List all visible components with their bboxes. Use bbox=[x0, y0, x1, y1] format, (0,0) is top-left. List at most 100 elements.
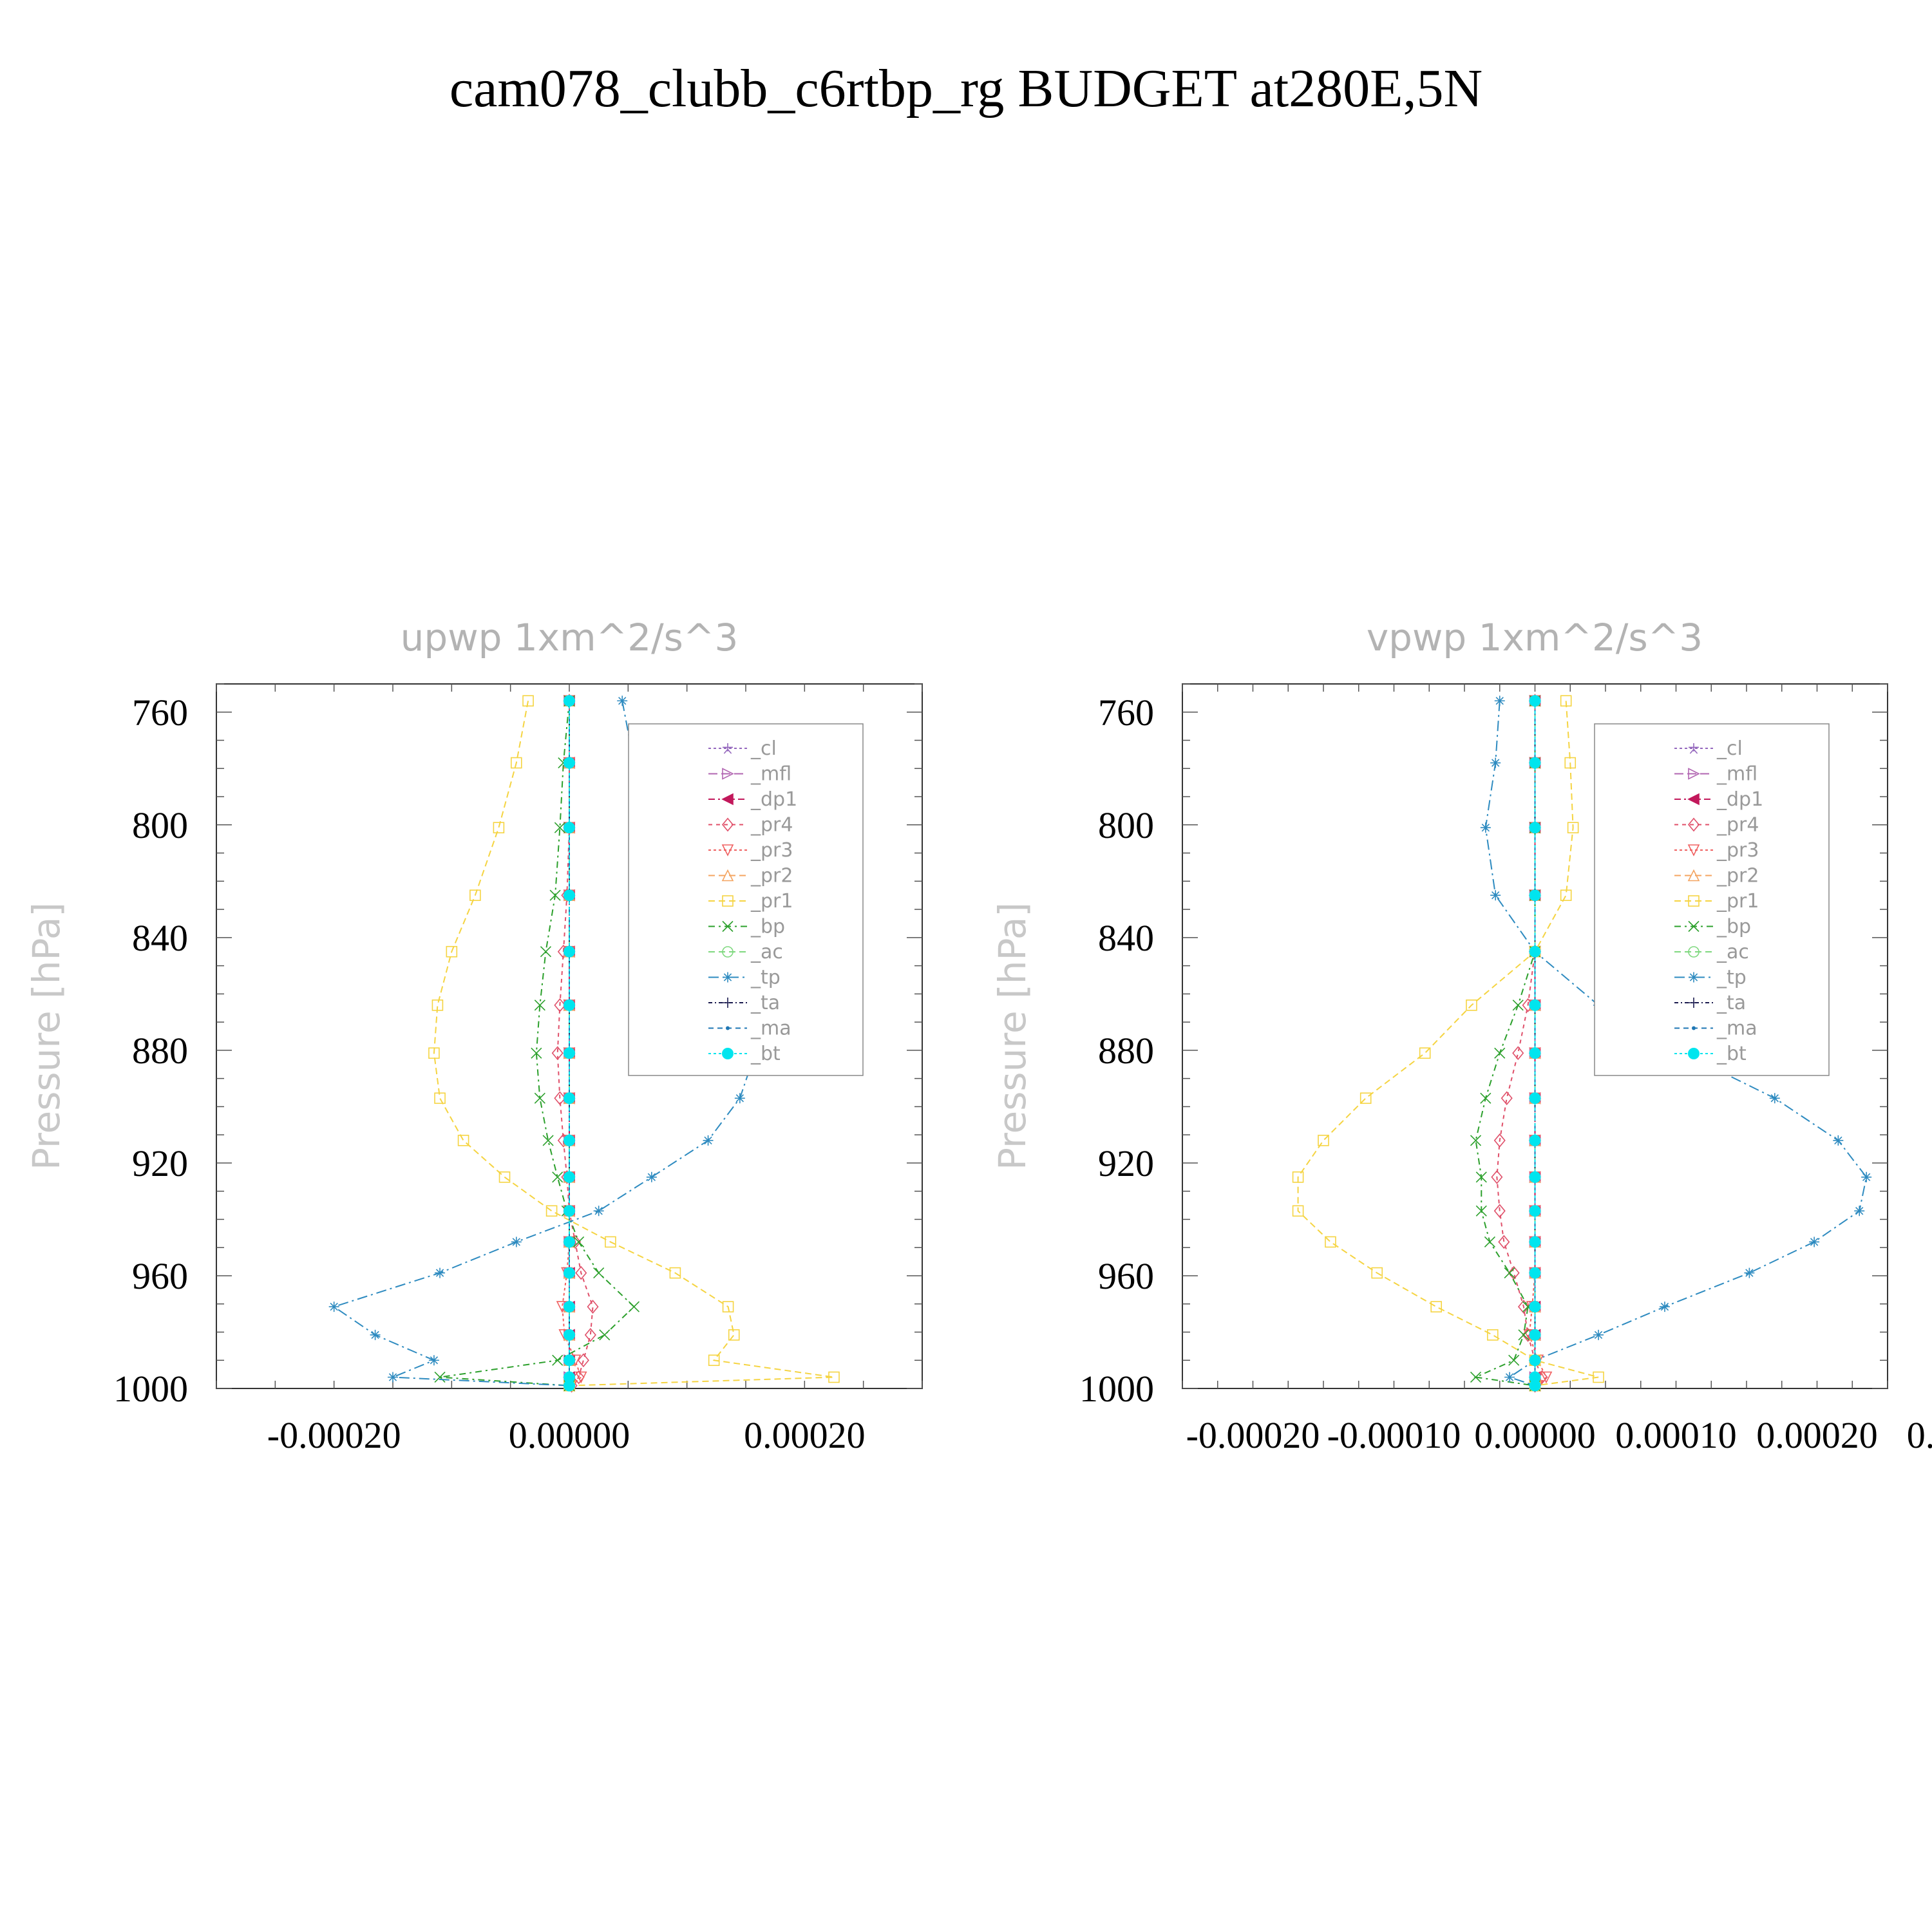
legend-marker bbox=[723, 743, 733, 754]
x-tick-label: 0.00020 bbox=[744, 1414, 866, 1456]
legend-marker bbox=[721, 817, 734, 832]
legend-marker bbox=[722, 1048, 734, 1059]
legend-marker bbox=[722, 946, 734, 958]
y-tick-label: 960 bbox=[1098, 1255, 1154, 1297]
data-point bbox=[1318, 1135, 1329, 1146]
data-point bbox=[1529, 1134, 1541, 1146]
legend-marker bbox=[723, 972, 733, 983]
data-point bbox=[1487, 1329, 1499, 1341]
x-tick-label: 0.00010 bbox=[1615, 1414, 1737, 1456]
data-point bbox=[587, 1300, 599, 1314]
data-point bbox=[593, 1206, 604, 1217]
y-tick-label: 800 bbox=[1098, 804, 1154, 846]
data-point bbox=[1529, 822, 1541, 834]
y-tick-label: 760 bbox=[1098, 692, 1154, 734]
data-point bbox=[1470, 1135, 1482, 1146]
legend-label: _ma bbox=[1716, 1018, 1757, 1040]
data-point bbox=[431, 999, 444, 1011]
data-point bbox=[554, 822, 565, 833]
data-point bbox=[531, 1047, 542, 1059]
series-pr1 bbox=[1292, 695, 1604, 1392]
data-point bbox=[605, 1236, 616, 1248]
legend-label: _dp1 bbox=[750, 788, 797, 811]
data-point bbox=[564, 1205, 575, 1217]
data-point bbox=[1529, 999, 1541, 1011]
legend-box bbox=[628, 723, 864, 1076]
data-point bbox=[1564, 757, 1577, 769]
data-point bbox=[1490, 757, 1501, 768]
data-point bbox=[584, 1328, 596, 1342]
data-point bbox=[1475, 1205, 1487, 1217]
data-point bbox=[469, 889, 481, 901]
panel-vpwp: vpwp 1xm^2/s^3 Pressure [hPa] 760 800 840 880… bbox=[990, 616, 1932, 1456]
data-point bbox=[1493, 1133, 1506, 1148]
data-point bbox=[564, 1171, 575, 1183]
data-point bbox=[722, 1301, 734, 1312]
data-point bbox=[446, 945, 458, 958]
legend-label: _ac bbox=[750, 941, 783, 963]
data-point bbox=[564, 1329, 575, 1341]
legend-label: _bt bbox=[750, 1043, 781, 1065]
data-point bbox=[646, 1171, 657, 1182]
data-point bbox=[540, 946, 552, 958]
legend-label: _bt bbox=[1716, 1043, 1747, 1065]
y-tick-label: 880 bbox=[1098, 1030, 1154, 1072]
data-point bbox=[552, 1354, 564, 1366]
legend-label: _ac bbox=[1716, 941, 1749, 963]
data-point bbox=[551, 1046, 564, 1061]
data-point bbox=[628, 1301, 640, 1312]
legend-marker bbox=[723, 998, 733, 1008]
legend-label: _dp1 bbox=[1716, 788, 1763, 811]
data-point bbox=[1498, 1235, 1510, 1249]
data-point bbox=[1529, 889, 1541, 902]
data-point bbox=[564, 1047, 575, 1059]
y-tick-label: 920 bbox=[132, 1142, 188, 1184]
data-point bbox=[1292, 1171, 1304, 1183]
data-point bbox=[1659, 1302, 1670, 1312]
data-point bbox=[428, 1047, 440, 1059]
data-point bbox=[1325, 1236, 1336, 1248]
data-point bbox=[1480, 1092, 1492, 1104]
y-tick-label: 920 bbox=[1098, 1142, 1154, 1184]
data-point bbox=[564, 757, 575, 769]
legend-marker bbox=[1688, 768, 1700, 780]
data-point bbox=[1480, 822, 1491, 833]
data-point bbox=[1529, 1354, 1541, 1367]
data-point bbox=[554, 1091, 566, 1106]
y-tick-label: 1000 bbox=[113, 1368, 188, 1410]
data-point bbox=[828, 1371, 840, 1383]
data-point bbox=[1529, 1301, 1541, 1313]
data-point bbox=[1529, 1379, 1541, 1392]
legend-marker bbox=[1689, 998, 1699, 1008]
series-bp bbox=[1470, 695, 1541, 1392]
data-point bbox=[1529, 945, 1541, 958]
data-point bbox=[522, 695, 534, 707]
data-point bbox=[370, 1329, 381, 1340]
data-point bbox=[593, 1267, 605, 1279]
data-point bbox=[328, 1302, 339, 1312]
series-line bbox=[332, 701, 756, 1387]
data-point bbox=[1359, 1092, 1372, 1104]
legend-marker bbox=[1687, 793, 1700, 806]
y-tick-label: 960 bbox=[132, 1255, 188, 1297]
data-point bbox=[1560, 889, 1572, 901]
data-point bbox=[1769, 1093, 1780, 1104]
data-point bbox=[1529, 1371, 1541, 1383]
data-point bbox=[534, 1092, 545, 1104]
data-point bbox=[552, 1171, 564, 1183]
series-line bbox=[433, 701, 835, 1387]
data-point bbox=[434, 1092, 446, 1104]
series-pr4 bbox=[1491, 694, 1548, 1393]
series-line bbox=[1297, 701, 1599, 1387]
data-point bbox=[1371, 1267, 1383, 1279]
y-axis-label: Pressure [hPa] bbox=[990, 902, 1034, 1170]
series-line bbox=[1484, 701, 1868, 1387]
data-point bbox=[1517, 1300, 1530, 1314]
legend-marker bbox=[1689, 743, 1699, 754]
y-tick-label: 800 bbox=[132, 804, 188, 846]
legend-marker bbox=[722, 895, 734, 907]
series-pr4 bbox=[551, 694, 599, 1393]
data-point bbox=[498, 1171, 511, 1183]
data-point bbox=[493, 822, 505, 833]
